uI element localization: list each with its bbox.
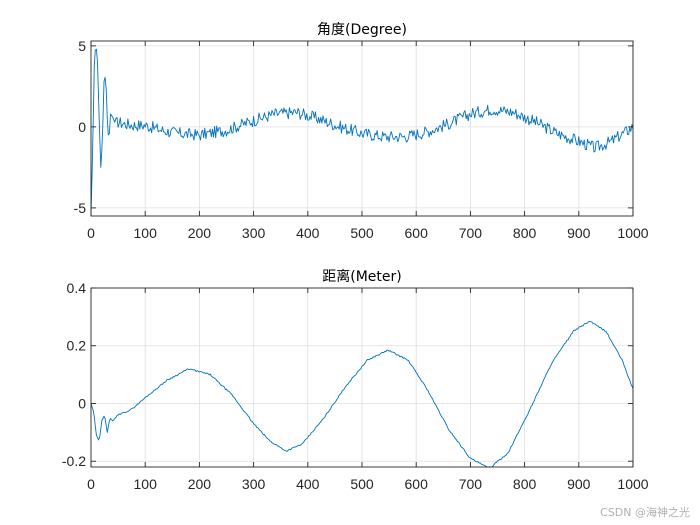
y-tick-label-angle: 0: [78, 119, 86, 135]
x-tick-label-angle: 200: [188, 225, 212, 241]
x-tick-label-distance: 200: [188, 476, 212, 492]
x-tick-label-distance: 300: [242, 476, 266, 492]
chart-title-distance: 距离(Meter): [322, 268, 401, 285]
series-line-distance: [90, 321, 634, 468]
x-tick-label-distance: 400: [296, 476, 320, 492]
x-tick-label-angle: 600: [405, 225, 429, 241]
x-tick-label-angle: 300: [242, 225, 266, 241]
x-tick-label-angle: 500: [350, 225, 374, 241]
x-tick-label-angle: 1000: [617, 225, 648, 241]
x-tick-label-distance: 700: [459, 476, 483, 492]
x-tick-label-angle: 100: [134, 225, 158, 241]
y-tick-label-distance: -0.2: [62, 453, 86, 469]
y-tick-label-distance: 0.4: [67, 280, 87, 296]
chart-title-angle: 角度(Degree): [317, 22, 407, 38]
watermark-text: CSDN @海神之光: [600, 505, 690, 519]
x-tick-label-angle: 0: [87, 225, 95, 241]
series-line-angle: [90, 48, 634, 215]
y-tick-label-angle: -5: [74, 200, 87, 216]
x-tick-label-distance: 0: [87, 476, 95, 492]
x-tick-label-angle: 900: [567, 225, 591, 241]
x-tick-label-distance: 1000: [617, 476, 648, 492]
x-tick-label-angle: 800: [513, 225, 537, 241]
y-tick-label-distance: 0: [78, 395, 86, 411]
y-tick-label-distance: 0.2: [67, 338, 87, 354]
x-tick-label-distance: 800: [513, 476, 537, 492]
x-tick-label-angle: 700: [459, 225, 483, 241]
x-tick-label-angle: 400: [296, 225, 320, 241]
y-tick-label-angle: 5: [78, 38, 86, 54]
x-tick-label-distance: 900: [567, 476, 591, 492]
x-tick-label-distance: 500: [350, 476, 374, 492]
x-tick-label-distance: 100: [134, 476, 158, 492]
x-tick-label-distance: 600: [405, 476, 429, 492]
